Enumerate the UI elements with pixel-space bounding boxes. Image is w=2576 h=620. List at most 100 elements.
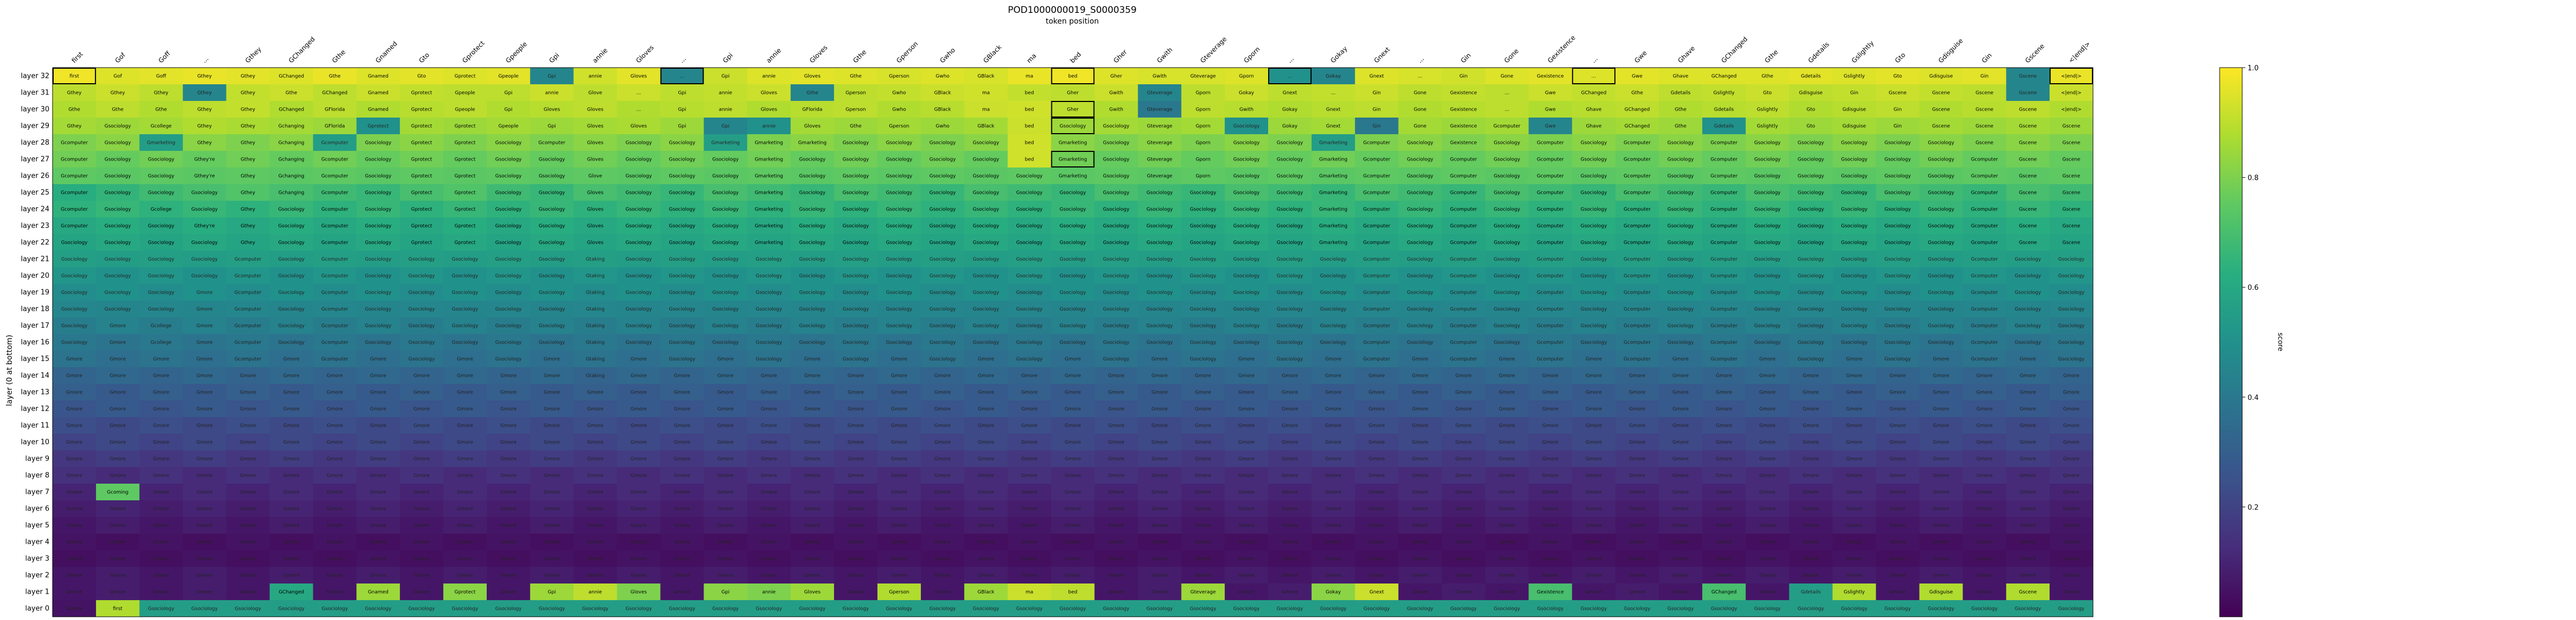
cell-label: Gmore [1716,523,1732,529]
heatmap-cell [1832,68,1877,85]
cell-label: Gsociology [1754,274,1781,279]
heatmap-cell [2006,101,2050,118]
heatmap-cell [1876,68,1920,85]
heatmap-cell [53,234,97,251]
cell-label: Gmore [1977,540,1993,545]
cell-label: Gmore [1716,424,1732,429]
cell-label: Gsociology [1103,240,1130,246]
cell-label: Gmarketing [711,141,740,146]
cell-label: Gtaking [586,257,605,262]
cell-label: Gsociology [1103,257,1130,262]
cell-label: Gcomputer [1623,257,1651,262]
cell-label: Gmore [413,573,430,579]
heatmap-cell [1528,84,1572,101]
heatmap-cell [1572,201,1616,218]
cell-label: Gsociology [365,224,392,229]
cell-label: Gsociology [365,240,392,246]
cell-label: Gsociology [625,141,652,146]
heatmap-cell [834,84,878,101]
heatmap-cell [356,101,400,118]
cell-label: Gsociology [886,257,913,262]
cell-label: Gmore [1412,407,1429,412]
cell-label: Gsociology [495,340,522,346]
cell-label: Gcomputer [1710,157,1738,163]
cell-label: Gcomputer [1363,191,1391,196]
cell-label: Gthey [240,240,255,246]
y-tick-label: layer 31 [21,89,49,97]
cell-label: Gloves [760,91,777,96]
cell-label: Gmore [1195,507,1212,512]
cell-label: Gmore [1108,490,1125,495]
cell-label: Gsociology [1667,257,1694,262]
cell-label: Gmore [1108,473,1125,479]
heatmap-cell [704,134,748,151]
cell-label: Gmore [544,457,560,462]
heatmap-cell [356,84,400,101]
cell-label: Gsociology [756,274,782,279]
y-tick-label: layer 6 [25,505,49,513]
cell-label: Gmore [761,523,778,529]
cell-label: GBlack [934,91,952,96]
cell-label: Gmore [847,407,864,412]
heatmap-cell [1745,134,1790,151]
cell-label: Gmore [2020,457,2037,462]
cell-label: Gmore [1586,374,1602,379]
heatmap-cell [1876,118,1920,135]
heatmap-cell [573,184,618,201]
heatmap-cell [1007,68,1052,85]
cell-label: Gmore [804,424,821,429]
heatmap-cell [1225,68,1269,85]
heatmap-cell [1268,167,1312,185]
cell-label: Gsociology [495,157,522,163]
heatmap-cell [747,251,791,268]
cell-label: Gcomputer [1710,224,1738,229]
cell-label: Gmore [2063,590,2080,595]
cell-label: Gmore [718,390,734,396]
cell-label: Gmore [240,440,257,446]
cell-label: Gmore [1282,573,1298,579]
cell-label: Gmore [2063,573,2080,579]
cell-label: Gmore [327,440,343,446]
cell-label: Gmore [718,573,734,579]
cell-label: Gmore [283,407,300,412]
cell-label: Gcomputer [1450,240,1477,246]
cell-label: GChanged [279,74,304,79]
x-tick-label: Gloves [634,43,655,64]
cell-label: Gmore [1238,473,1255,479]
cell-label: Gsociology [539,324,566,329]
cell-label: Gmore [1195,573,1212,579]
cell-label: Gsociology [1884,207,1911,213]
heatmap-cell [1572,68,1616,85]
cell-label: Gmore [1846,424,1863,429]
cell-label: Gsociology [1407,207,1434,213]
cell-label: Gcomputer [321,324,349,329]
cell-label: Gsociology [1277,307,1304,312]
cell-label: Gmore [457,573,473,579]
heatmap-cell [1745,184,1790,201]
heatmap-cell [1398,167,1443,185]
cell-label: Gmore [413,440,430,446]
cell-label: Gthey [154,91,169,96]
cell-label: Gmore [1108,407,1125,412]
heatmap-cell [1311,234,1356,251]
cell-label: Gmore [500,374,517,379]
heatmap-cell [1528,118,1572,135]
cell-label: Gcomputer [235,257,262,262]
cell-label: Gmore [457,523,473,529]
heatmap-cell [356,68,400,85]
cell-label: Gsociology [930,607,956,612]
cell-label: Gmore [1672,357,1689,362]
cell-label: Gcomputer [1710,240,1738,246]
heatmap-cell [1745,118,1790,135]
cell-label: Gmore [2020,507,2037,512]
cell-label: Gmore [1846,390,1863,396]
heatmap-cell [1441,84,1485,101]
cell-label: Gsociology [843,324,869,329]
cell-label: Gmore [1933,557,1950,562]
cell-label: Gscene [1932,107,1950,113]
cell-label: Gsociology [1277,257,1304,262]
heatmap-cell [313,184,357,201]
cell-label: Gsociology [625,157,652,163]
cell-label: <|end|> [2061,107,2081,113]
